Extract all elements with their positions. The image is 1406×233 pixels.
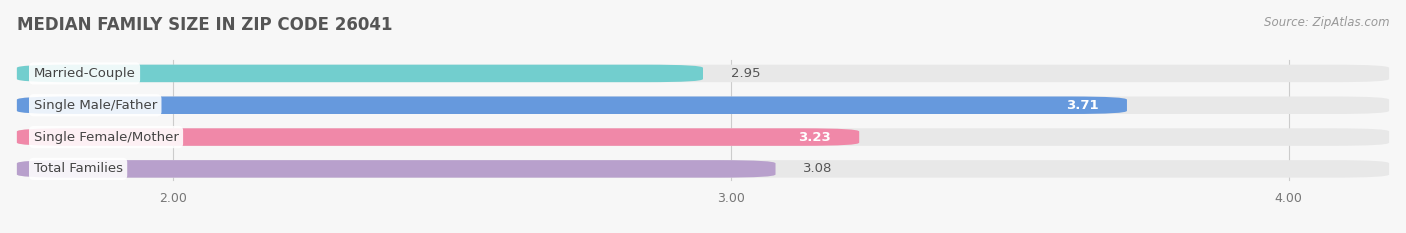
Text: 2.95: 2.95: [731, 67, 761, 80]
Text: 3.71: 3.71: [1066, 99, 1099, 112]
FancyBboxPatch shape: [17, 96, 1389, 114]
FancyBboxPatch shape: [17, 160, 776, 178]
Text: Total Families: Total Families: [34, 162, 122, 175]
Text: 3.23: 3.23: [799, 130, 831, 144]
Text: Married-Couple: Married-Couple: [34, 67, 135, 80]
FancyBboxPatch shape: [17, 128, 1389, 146]
Text: Single Female/Mother: Single Female/Mother: [34, 130, 179, 144]
FancyBboxPatch shape: [17, 160, 1389, 178]
Text: Single Male/Father: Single Male/Father: [34, 99, 157, 112]
Text: Source: ZipAtlas.com: Source: ZipAtlas.com: [1264, 16, 1389, 29]
FancyBboxPatch shape: [17, 96, 1128, 114]
FancyBboxPatch shape: [17, 65, 1389, 82]
Text: MEDIAN FAMILY SIZE IN ZIP CODE 26041: MEDIAN FAMILY SIZE IN ZIP CODE 26041: [17, 16, 392, 34]
FancyBboxPatch shape: [17, 128, 859, 146]
Text: 3.08: 3.08: [803, 162, 832, 175]
FancyBboxPatch shape: [17, 65, 703, 82]
